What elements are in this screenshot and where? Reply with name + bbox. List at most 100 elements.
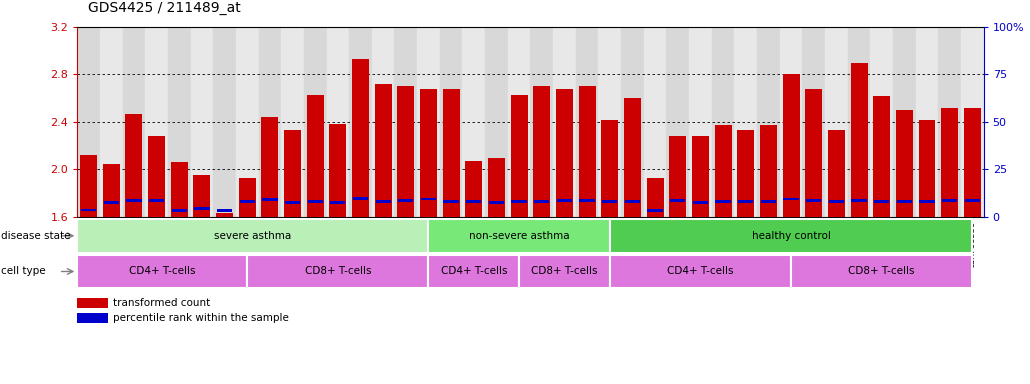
Bar bbox=[712, 27, 734, 217]
Bar bbox=[829, 200, 844, 203]
Text: GDS4425 / 211489_at: GDS4425 / 211489_at bbox=[88, 2, 240, 15]
Bar bbox=[666, 27, 689, 217]
Bar bbox=[77, 255, 247, 288]
Text: CD4+ T-cells: CD4+ T-cells bbox=[129, 266, 196, 276]
Bar bbox=[417, 27, 440, 217]
Bar bbox=[625, 200, 640, 203]
Bar bbox=[376, 200, 390, 203]
Bar bbox=[942, 199, 957, 202]
Bar bbox=[780, 27, 802, 217]
Bar bbox=[805, 89, 822, 217]
Bar bbox=[761, 200, 776, 203]
Bar bbox=[739, 200, 753, 203]
Bar bbox=[485, 27, 508, 217]
Bar bbox=[873, 96, 890, 217]
Bar bbox=[580, 199, 594, 202]
Bar bbox=[80, 155, 97, 217]
Bar bbox=[488, 157, 505, 217]
Bar bbox=[757, 27, 780, 217]
Bar bbox=[734, 27, 757, 217]
Bar bbox=[213, 27, 236, 217]
Bar bbox=[806, 199, 821, 202]
Text: non-severe asthma: non-severe asthma bbox=[469, 231, 570, 241]
Bar bbox=[171, 162, 187, 217]
Bar bbox=[852, 199, 866, 202]
Bar bbox=[149, 199, 164, 202]
Bar bbox=[394, 27, 417, 217]
Text: CD8+ T-cells: CD8+ T-cells bbox=[531, 266, 597, 276]
Bar bbox=[262, 117, 278, 217]
Bar bbox=[965, 199, 980, 202]
Bar bbox=[919, 119, 935, 217]
Bar bbox=[375, 84, 391, 217]
Bar bbox=[349, 27, 372, 217]
Bar bbox=[126, 114, 142, 217]
Bar bbox=[553, 27, 576, 217]
Bar bbox=[247, 255, 428, 288]
Bar bbox=[511, 94, 527, 217]
Bar bbox=[896, 110, 913, 217]
Bar bbox=[168, 27, 191, 217]
Bar bbox=[421, 198, 436, 200]
Bar bbox=[576, 27, 598, 217]
Bar bbox=[240, 200, 254, 203]
Bar bbox=[217, 209, 232, 212]
Bar bbox=[443, 89, 459, 217]
Bar bbox=[123, 27, 145, 217]
Bar bbox=[304, 27, 327, 217]
Bar bbox=[621, 27, 644, 217]
Bar bbox=[579, 86, 595, 217]
Bar bbox=[77, 219, 428, 253]
Bar bbox=[848, 27, 870, 217]
Bar bbox=[693, 201, 708, 204]
Bar bbox=[512, 200, 526, 203]
Bar bbox=[716, 200, 730, 203]
Bar bbox=[535, 200, 549, 203]
Text: CD4+ T-cells: CD4+ T-cells bbox=[667, 266, 733, 276]
Bar bbox=[100, 27, 123, 217]
Text: transformed count: transformed count bbox=[113, 298, 210, 308]
Bar bbox=[897, 200, 912, 203]
Bar bbox=[81, 209, 96, 211]
Bar bbox=[327, 27, 349, 217]
Bar bbox=[127, 200, 141, 202]
Bar bbox=[263, 198, 277, 200]
Bar bbox=[444, 200, 458, 203]
Bar bbox=[692, 136, 709, 217]
Bar bbox=[519, 255, 610, 288]
Bar bbox=[598, 27, 621, 217]
Bar bbox=[103, 164, 119, 217]
Bar bbox=[851, 63, 867, 217]
Bar bbox=[191, 27, 213, 217]
Bar bbox=[285, 201, 300, 204]
Text: cell type: cell type bbox=[1, 266, 45, 276]
Bar bbox=[961, 27, 984, 217]
Bar bbox=[825, 27, 848, 217]
Text: healthy control: healthy control bbox=[752, 231, 830, 241]
Bar bbox=[145, 27, 168, 217]
Bar bbox=[216, 214, 233, 217]
Bar bbox=[893, 27, 916, 217]
Bar bbox=[284, 130, 301, 217]
Bar bbox=[331, 201, 345, 204]
Bar bbox=[77, 298, 108, 308]
Bar bbox=[791, 255, 972, 288]
Bar bbox=[603, 200, 617, 203]
Bar bbox=[462, 27, 485, 217]
Bar bbox=[353, 197, 368, 200]
Bar bbox=[236, 27, 259, 217]
Bar bbox=[938, 27, 961, 217]
Bar bbox=[281, 27, 304, 217]
Text: CD8+ T-cells: CD8+ T-cells bbox=[305, 266, 371, 276]
Bar bbox=[307, 94, 323, 217]
Bar bbox=[195, 207, 209, 210]
Bar bbox=[874, 200, 889, 203]
Bar bbox=[530, 27, 553, 217]
Bar bbox=[77, 313, 108, 323]
Bar bbox=[466, 161, 482, 217]
Bar bbox=[104, 201, 118, 204]
Bar bbox=[624, 98, 641, 217]
Bar bbox=[330, 124, 346, 217]
Bar bbox=[783, 74, 799, 217]
Bar bbox=[610, 255, 791, 288]
